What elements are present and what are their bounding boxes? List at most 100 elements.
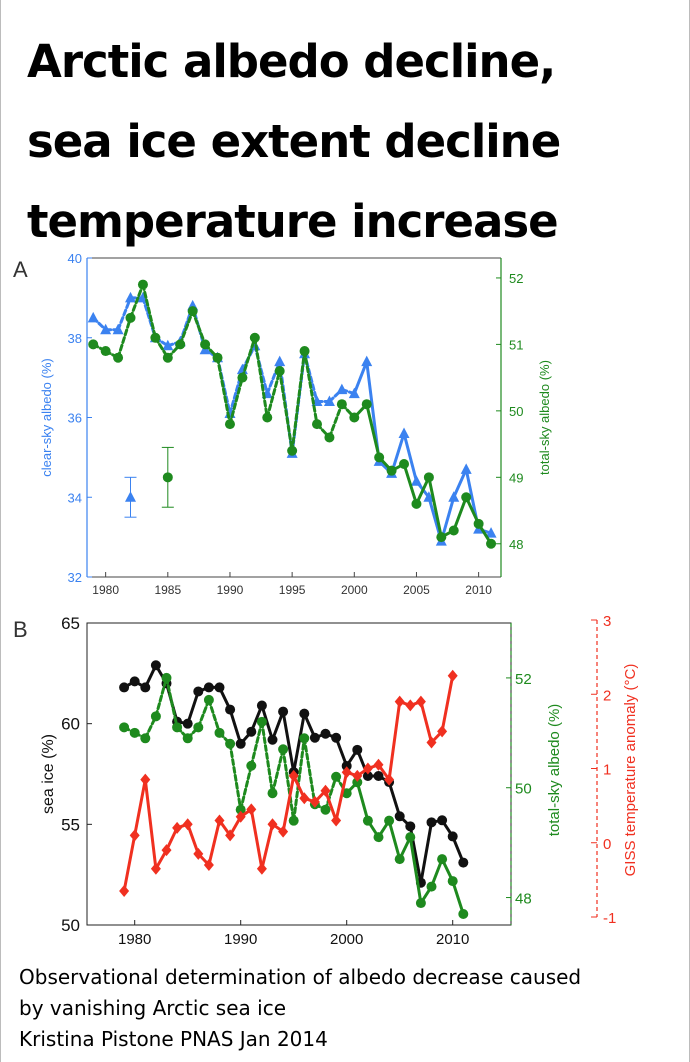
- panel-b-giss-temperature-segment: [387, 700, 402, 782]
- panel-a-x-tick-label: 2010: [465, 583, 492, 597]
- panel-b-sea-ice-point: [437, 815, 448, 826]
- panel-a-total-sky-albedo-point: [287, 445, 298, 456]
- panel-a-clear-sky-albedo-point: [361, 355, 373, 367]
- panel-a-clear-sky-albedo-point: [460, 463, 472, 474]
- panel-b-giss-temperature-point: [129, 829, 140, 842]
- panel-b-total-sky-albedo-point: [447, 876, 458, 887]
- panel-b-sea-ice-point: [150, 660, 161, 671]
- panel-a-total-sky-albedo-point: [249, 332, 260, 343]
- panel-b-giss-temperature-point: [278, 825, 289, 838]
- panel-a-total-sky-albedo-segment: [452, 495, 468, 532]
- panel-b-giss-temperature-point: [256, 862, 267, 875]
- panel-b-total-sky-albedo-segment: [324, 775, 338, 812]
- panel-b-giss-temperature-point: [447, 669, 458, 682]
- panel-b-sea-ice-segment: [419, 820, 433, 885]
- panel-a-total-sky-albedo-segment: [427, 475, 443, 539]
- panel-b-giss-temperature-segment: [324, 789, 338, 822]
- panel-a-left-tick-label: 34: [68, 490, 82, 505]
- panel-b-left-tick-label: 55: [61, 815, 80, 834]
- figure-caption: Observational determination of albedo de…: [19, 962, 581, 1055]
- panel-a-total-sky-albedo-point: [224, 419, 235, 430]
- panel-b-giss-temperature-segment: [122, 833, 137, 893]
- panel-b-giss-temperature-point: [331, 814, 342, 827]
- panel-b-total-sky-albedo-segment: [165, 676, 179, 729]
- panel-b-sea-ice-point: [405, 821, 416, 832]
- panel-a-clear-sky-albedo-point: [410, 475, 422, 486]
- panel-a-total-sky-albedo-point: [237, 372, 248, 383]
- panel-b-giss-temperature-point: [203, 859, 214, 872]
- panel-b-giss-temperature-segment: [133, 778, 147, 837]
- panel-b-total-sky-albedo-segment: [249, 720, 264, 768]
- panel-b-total-sky-albedo-point: [415, 898, 426, 909]
- panel-b-total-sky-albedo-point: [150, 711, 161, 722]
- panel-b-sea-ice-point: [278, 706, 289, 717]
- panel-b-giss-temperature-point: [415, 695, 426, 708]
- panel-b-sea-ice-point: [320, 728, 331, 739]
- panel-b-giss-temperature-point: [267, 818, 278, 831]
- panel-b-total-sky-albedo-segment: [228, 742, 243, 812]
- panel-b-giss-temperature-point: [150, 862, 161, 875]
- panel-b-giss-temperature-point: [352, 769, 363, 782]
- panel-b-total-sky-albedo-point: [405, 832, 416, 843]
- panel-b-total-sky-albedo-segment: [239, 764, 253, 812]
- panel-b-sea-ice-point: [309, 732, 320, 743]
- panel-b-total-sky-albedo-segment: [260, 720, 274, 795]
- panel-b-sea-ice-point: [394, 811, 405, 822]
- panel-a-right-tick-label: 50: [509, 404, 523, 419]
- panel-a-total-sky-albedo-point: [423, 472, 434, 483]
- panel-a-total-sky-albedo-point: [262, 412, 273, 423]
- panel-a-total-sky-albedo-point: [473, 518, 484, 529]
- panel-b-total-sky-albedo-segment: [408, 835, 423, 905]
- panel-b-giss-temperature: [119, 669, 458, 898]
- panel-a-total-sky-albedo-point: [137, 279, 148, 290]
- panel-b-giss-temperature-segment: [186, 822, 200, 856]
- panel-b-total-sky-albedo-point: [225, 738, 236, 749]
- panel-b-right-tick-label: 48: [515, 891, 532, 908]
- panel-b-total-sky-albedo-point: [161, 672, 172, 683]
- panel-b-total-sky-albedo-segment: [302, 736, 317, 806]
- panel-a-clear-sky-albedo-segment: [452, 467, 468, 499]
- panel-a-left-tick-label: 32: [68, 570, 82, 585]
- panel-b-sea-ice-point: [182, 718, 193, 729]
- panel-b-sea-ice-segment: [271, 710, 285, 742]
- panel-b-giss-temperature-point: [309, 795, 320, 808]
- panel-a-x-tick-label: 2000: [341, 583, 368, 597]
- panel-b-right-tick-label: 50: [515, 781, 532, 798]
- panel-a-left-tick-label: 40: [68, 251, 82, 266]
- panel-b-sea-ice-segment: [334, 736, 349, 768]
- panel-a-total-sky-albedo-point: [212, 352, 223, 363]
- panel-a-right-axis-label: total-sky albedo (%): [537, 360, 552, 475]
- panel-b-total-sky-albedo-point: [278, 744, 289, 755]
- panel-a-x-tick-label: 1995: [279, 583, 306, 597]
- panel-b-sea-ice-point: [362, 771, 373, 782]
- panel-b-left-tick-label: 50: [61, 916, 80, 935]
- panel-b-left-axis-label: sea ice (%): [40, 734, 57, 814]
- panel-b-giss-temperature-segment: [419, 700, 433, 745]
- panel-a-total-sky-albedo-point: [150, 332, 161, 343]
- panel-b-giss-temperature-segment: [440, 674, 455, 733]
- panel-b-right-tick-label: 52: [515, 671, 532, 688]
- panel-b-giss-temperature-segment: [334, 770, 349, 822]
- panel-b-total-sky-albedo-segment: [355, 780, 370, 823]
- panel-a-error-bar: [124, 476, 137, 518]
- panel-b-sea-ice-point: [140, 682, 151, 693]
- panel-b-giss-temperature-point: [426, 736, 437, 749]
- panel-b-total-sky-albedo-point: [437, 854, 448, 865]
- panel-b-sea-ice-segment: [228, 708, 243, 746]
- panel-b-total-sky-albedo-point: [246, 760, 257, 771]
- panel-a-total-sky-albedo-point: [349, 412, 360, 423]
- panel-b-total-sky-albedo-point: [288, 815, 299, 826]
- panel-a-total-sky-albedo-point: [436, 532, 447, 543]
- panel-b-total-sky-albedo-point: [172, 722, 183, 733]
- panel-b-total-sky-albedo-point: [119, 722, 130, 733]
- panel-a-total-sky-albedo-segment: [228, 376, 244, 426]
- panel-a-clear-sky-albedo-point: [236, 363, 248, 375]
- panel-b-total-sky-albedo-segment: [271, 747, 285, 795]
- panel-b-total-sky-albedo-point: [129, 727, 140, 738]
- panel-b-giss-temperature-point: [384, 773, 395, 786]
- panel-b-sea-ice-point: [225, 704, 236, 715]
- panel-a-clear-sky-albedo-point: [125, 291, 137, 303]
- panel-b-total-sky-albedo-point: [394, 854, 405, 865]
- panel-b-giss-temperature-segment: [143, 778, 158, 871]
